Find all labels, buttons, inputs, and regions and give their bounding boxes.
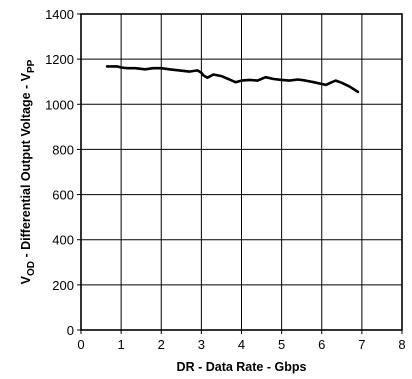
y-axis-title-prefix: V [19, 275, 33, 284]
x-tick-label: 8 [398, 337, 405, 352]
y-axis-title: VOD - Differential Output Voltage - VPP [19, 59, 37, 284]
x-tick-label: 6 [318, 337, 325, 352]
x-tick-label: 0 [77, 337, 84, 352]
series-line [105, 65, 360, 94]
x-tick-label: 1 [118, 337, 125, 352]
x-tick-label: 5 [278, 337, 285, 352]
x-axis-title: DR - Data Rate - Gbps [177, 360, 307, 374]
y-axis-title-suffix-sub: PP [26, 59, 37, 73]
x-tick-label: 7 [358, 337, 365, 352]
y-tick-label: 1400 [45, 7, 74, 22]
y-axis-ticks: 0 200 400 600 800 1000 1200 1400 [45, 7, 81, 338]
y-tick-label: 200 [52, 278, 74, 293]
x-tick-label: 4 [238, 337, 245, 352]
y-tick-label: 0 [67, 323, 74, 338]
y-axis-title-prefix-sub: OD [26, 261, 37, 276]
y-axis-title-main: - Differential Output Voltage - V [19, 72, 33, 261]
x-tick-label: 3 [198, 337, 205, 352]
y-tick-label: 1000 [45, 97, 74, 112]
y-tick-label: 400 [52, 233, 74, 248]
x-axis-ticks: 0 1 2 3 4 5 6 7 8 [77, 330, 406, 352]
x-tick-label: 2 [158, 337, 165, 352]
y-tick-label: 1200 [45, 52, 74, 67]
grid-lines [81, 14, 402, 330]
y-tick-label: 800 [52, 142, 74, 157]
y-tick-label: 600 [52, 188, 74, 203]
